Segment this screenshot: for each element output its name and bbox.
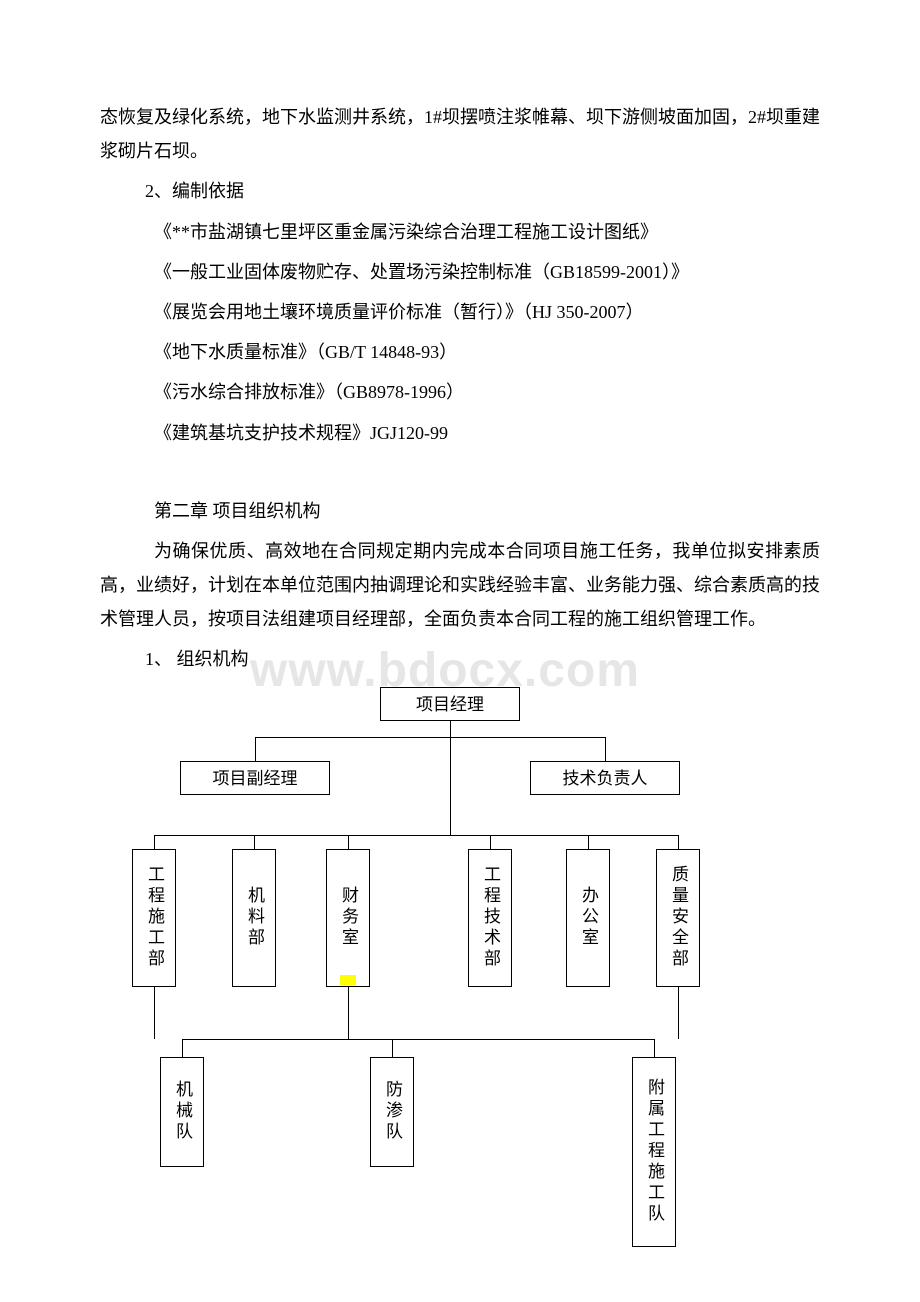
org-node-d5: 办公室 — [566, 849, 610, 987]
paragraph-3: 《**市盐湖镇七里坪区重金属污染综合治理工程施工设计图纸》 — [100, 215, 820, 249]
paragraph-8: 《建筑基坑支护技术规程》JGJ120-99 — [100, 416, 820, 450]
org-hline-1 — [154, 835, 678, 836]
org-chart: 项目经理项目副经理 技术负责人工程施工部 机料部 财务室 工程技术部 办公室 质量安全部机械… — [100, 687, 820, 1267]
org-node-t3: 附属工程施工队 — [632, 1057, 676, 1247]
paragraph-1: 态恢复及绿化系统，地下水监测井系统，1#坝摆喷注浆帷幕、坝下游侧坡面加固，2#坝… — [100, 100, 820, 168]
org-vline-11 — [348, 987, 349, 1039]
org-vline-0 — [450, 721, 451, 835]
org-node-dpm: 项目副经理 — [180, 761, 330, 795]
org-vline-3 — [154, 835, 155, 849]
org-vline-12 — [182, 1039, 183, 1057]
org-node-highlight — [340, 975, 356, 985]
org-vline-5 — [348, 835, 349, 849]
paragraph-9: 为确保优质、高效地在合同规定期内完成本合同项目施工任务，我单位拟安排素质高，业绩… — [100, 534, 820, 637]
paragraph-4: 《一般工业固体废物贮存、处置场污染控制标准（GB18599-2001）》 — [100, 255, 820, 289]
org-vline-9 — [154, 987, 155, 1039]
paragraph-5: 《展览会用地土壤环境质量评价标准（暂行）》（HJ 350-2007） — [100, 295, 820, 329]
paragraph-6: 《地下水质量标准》（GB/T 14848-93） — [100, 335, 820, 369]
org-vline-7 — [588, 835, 589, 849]
org-hline-2 — [182, 1039, 654, 1040]
chapter-2-title: 第二章 项目组织机构 — [100, 494, 820, 528]
org-vline-1 — [255, 737, 256, 761]
org-vline-4 — [254, 835, 255, 849]
org-vline-14 — [654, 1039, 655, 1057]
org-vline-13 — [392, 1039, 393, 1057]
paragraph-10: 1、 组织机构 — [100, 642, 820, 676]
org-node-pm: 项目经理 — [380, 687, 520, 721]
org-hline-0 — [255, 737, 605, 738]
org-vline-8 — [678, 835, 679, 849]
paragraph-2: 2、编制依据 — [100, 174, 820, 208]
org-node-d1: 工程施工部 — [132, 849, 176, 987]
org-node-t1: 机械队 — [160, 1057, 204, 1167]
paragraph-7: 《污水综合排放标准》（GB8978-1996） — [100, 375, 820, 409]
org-node-d2: 机料部 — [232, 849, 276, 987]
org-node-tech: 技术负责人 — [530, 761, 680, 795]
org-vline-10 — [678, 987, 679, 1039]
org-node-d4: 工程技术部 — [468, 849, 512, 987]
org-vline-6 — [490, 835, 491, 849]
org-vline-2 — [605, 737, 606, 761]
org-node-d3: 财务室 — [326, 849, 370, 987]
org-node-t2: 防渗队 — [370, 1057, 414, 1167]
org-node-d6: 质量安全部 — [656, 849, 700, 987]
